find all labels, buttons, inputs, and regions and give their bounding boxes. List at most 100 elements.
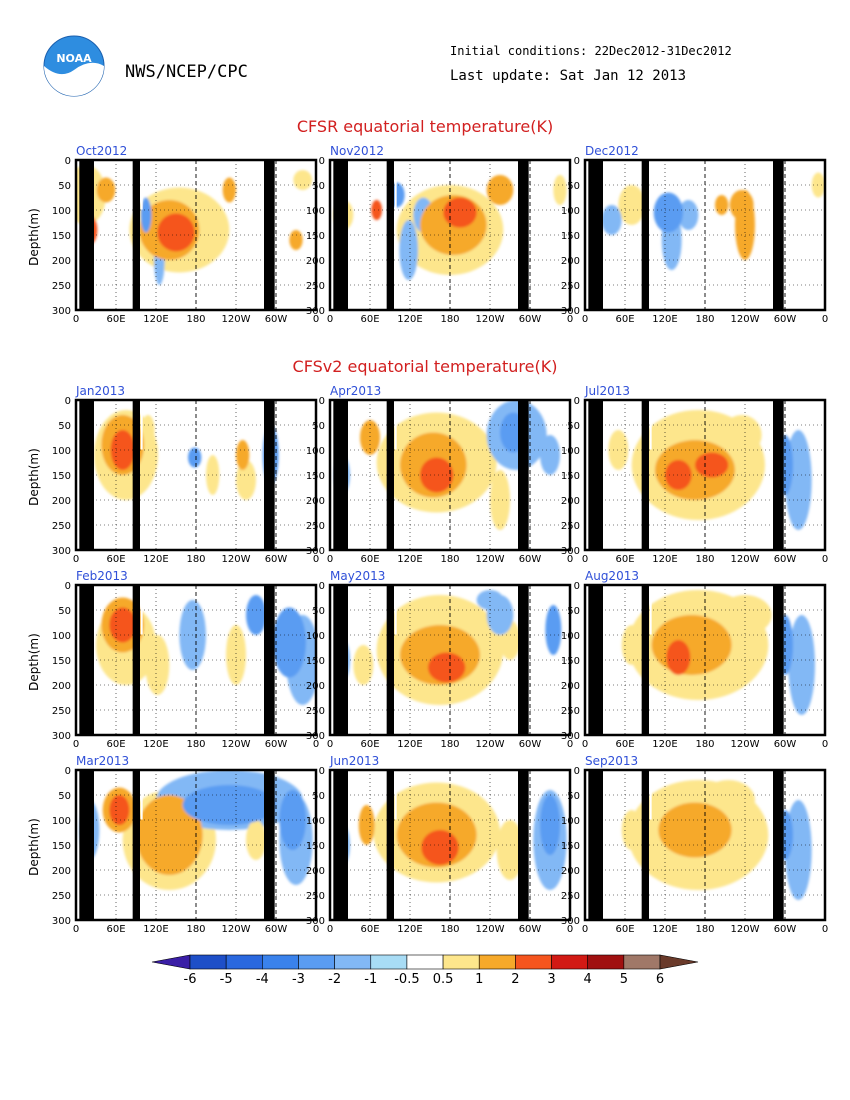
- land-mask: [641, 585, 649, 735]
- land-mask: [518, 160, 529, 310]
- land-notch: [394, 585, 397, 635]
- y-tick-label: 300: [52, 306, 71, 317]
- grid: [585, 585, 825, 735]
- panel-frame: [583, 158, 827, 312]
- colorbar-segment: [442, 954, 480, 970]
- y-tick-label: 200: [306, 496, 325, 507]
- y-tick-label: 150: [52, 656, 71, 667]
- land-mask: [386, 770, 394, 920]
- y-tick-label: 100: [561, 816, 580, 827]
- x-tick-label: 60W: [774, 554, 797, 565]
- panel-month-label: Mar2013: [76, 754, 129, 768]
- x-tick-label: 0: [73, 739, 79, 750]
- anomaly-contour-warm: [695, 452, 729, 478]
- y-tick-label: 50: [58, 181, 71, 192]
- y-tick-label: 0: [65, 396, 71, 407]
- y-tick-label: 0: [65, 581, 71, 592]
- y-axis-label: Depth(m): [27, 633, 41, 691]
- y-tick-label: 100: [306, 631, 325, 642]
- x-tick-label: 120E: [397, 739, 422, 750]
- noaa-wave-icon: [44, 62, 104, 96]
- y-tick-label: 250: [52, 521, 71, 532]
- land-mask: [264, 160, 275, 310]
- panel-month-label: May2013: [330, 569, 385, 583]
- anomaly-contour-cold: [601, 205, 622, 235]
- colorbar-tick-label: -4: [256, 972, 269, 987]
- anomaly-contour-warm: [553, 175, 567, 205]
- anomaly-contour-warm: [145, 635, 170, 695]
- anomaly-contour-warm: [490, 470, 510, 530]
- x-tick-label: 120E: [397, 554, 422, 565]
- y-tick-label: 300: [52, 916, 71, 927]
- colorbar-tick-label: 1: [475, 972, 483, 987]
- land-mask: [588, 585, 603, 735]
- land-notch: [394, 770, 397, 820]
- y-tick-label: 300: [306, 731, 325, 742]
- anomaly-contour-warm: [109, 607, 136, 643]
- x-tick-label: 0: [822, 924, 828, 935]
- x-tick-label: 120W: [731, 314, 760, 325]
- y-tick-label: 150: [306, 471, 325, 482]
- y-tick-label: 200: [306, 866, 325, 877]
- anomaly-contour-warm: [428, 652, 466, 683]
- anomaly-contour-cold: [476, 590, 504, 610]
- y-tick-label: 0: [319, 396, 325, 407]
- colorbar-tick-label: 4: [584, 972, 592, 987]
- x-tick-label: 120E: [143, 314, 168, 325]
- y-tick-label: 250: [306, 521, 325, 532]
- panel-month-label: Jan2013: [75, 384, 125, 398]
- x-tick-label: 60W: [519, 739, 542, 750]
- y-tick-label: 200: [561, 256, 580, 267]
- colorbar-segment: [262, 954, 299, 970]
- y-tick-label: 0: [319, 581, 325, 592]
- anomaly-contour-cold: [540, 435, 560, 475]
- colorbar-segment: [225, 954, 263, 970]
- colorbar-tick-label: -3: [292, 972, 305, 987]
- y-tick-label: 300: [306, 546, 325, 557]
- x-tick-label: 60E: [615, 924, 634, 935]
- last-update: Last update: Sat Jan 12 2013: [450, 68, 686, 84]
- y-tick-label: 200: [52, 681, 71, 692]
- y-tick-label: 150: [306, 656, 325, 667]
- anomaly-contour-warm: [236, 440, 250, 470]
- x-tick-label: 120W: [222, 314, 251, 325]
- x-tick-label: 60E: [360, 554, 379, 565]
- grid: [585, 770, 825, 920]
- x-tick-label: 180: [186, 554, 205, 565]
- land-mask: [588, 160, 603, 310]
- y-axis-label: Depth(m): [27, 448, 41, 506]
- x-tick-label: 60W: [265, 314, 288, 325]
- land-mask: [79, 400, 94, 550]
- y-tick-label: 0: [574, 156, 580, 167]
- x-tick-label: 180: [440, 924, 459, 935]
- panel-month-label: Oct2012: [76, 144, 127, 158]
- land-notch: [649, 400, 652, 450]
- x-tick-label: 120W: [222, 739, 251, 750]
- land-mask: [386, 160, 394, 310]
- x-tick-label: 120W: [222, 554, 251, 565]
- x-tick-label: 180: [695, 314, 714, 325]
- colorbar-tick-label: 5: [620, 972, 628, 987]
- anomaly-contour-warm: [721, 415, 762, 455]
- anomaly-contour-warm: [608, 430, 629, 470]
- y-tick-label: 250: [561, 281, 580, 292]
- y-tick-label: 150: [52, 471, 71, 482]
- x-tick-label: 60W: [265, 739, 288, 750]
- colorbar-segment: [189, 954, 227, 970]
- y-tick-label: 300: [561, 916, 580, 927]
- y-tick-label: 300: [561, 731, 580, 742]
- x-tick-label: 60E: [360, 739, 379, 750]
- y-tick-label: 100: [561, 631, 580, 642]
- y-tick-label: 300: [52, 546, 71, 557]
- colorbar-tick-label: -5: [220, 972, 233, 987]
- y-tick-label: 150: [561, 471, 580, 482]
- x-tick-label: 0: [327, 554, 333, 565]
- x-tick-label: 120E: [143, 924, 168, 935]
- land-mask: [333, 400, 348, 550]
- y-tick-label: 200: [561, 681, 580, 692]
- x-tick-label: 60E: [615, 314, 634, 325]
- x-tick-label: 0: [313, 554, 319, 565]
